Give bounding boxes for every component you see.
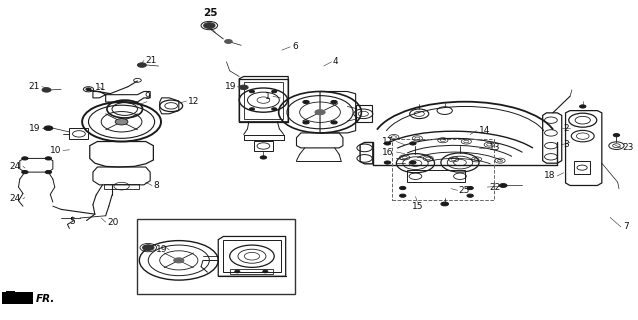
Circle shape — [45, 171, 52, 174]
Circle shape — [303, 121, 309, 124]
Bar — [574, 161, 590, 174]
Circle shape — [225, 40, 232, 44]
Circle shape — [399, 187, 406, 190]
Text: 13: 13 — [489, 143, 501, 152]
Bar — [355, 105, 371, 123]
Text: 1: 1 — [265, 92, 271, 101]
Circle shape — [399, 194, 406, 197]
Bar — [406, 170, 465, 182]
Circle shape — [263, 270, 268, 273]
Circle shape — [86, 88, 91, 91]
Text: 25: 25 — [204, 8, 218, 18]
Circle shape — [22, 157, 28, 160]
Text: FR.: FR. — [36, 293, 55, 304]
Text: 10: 10 — [50, 146, 61, 155]
Text: 23: 23 — [623, 143, 634, 152]
Bar — [392, 139, 494, 200]
Bar — [137, 219, 295, 294]
Circle shape — [384, 142, 390, 145]
Circle shape — [142, 245, 154, 251]
Text: 25: 25 — [459, 186, 470, 195]
Circle shape — [137, 63, 146, 67]
Circle shape — [249, 108, 255, 110]
Text: 2: 2 — [563, 124, 569, 132]
Circle shape — [410, 161, 416, 164]
Circle shape — [272, 108, 277, 110]
Text: 19: 19 — [156, 245, 167, 254]
Bar — [223, 240, 281, 272]
Text: 21: 21 — [145, 56, 157, 65]
Circle shape — [331, 121, 338, 124]
Circle shape — [467, 187, 473, 190]
Circle shape — [331, 100, 338, 104]
Text: 11: 11 — [95, 83, 107, 92]
Text: 5: 5 — [69, 217, 75, 226]
Circle shape — [249, 90, 255, 93]
Text: 19: 19 — [29, 124, 40, 132]
Text: 8: 8 — [153, 181, 159, 190]
Circle shape — [315, 110, 325, 115]
Bar — [2, 292, 33, 304]
Bar — [254, 141, 273, 151]
Text: 3: 3 — [563, 140, 569, 149]
Circle shape — [44, 126, 53, 130]
Circle shape — [613, 133, 619, 137]
Text: 15: 15 — [412, 202, 423, 211]
Text: 22: 22 — [489, 183, 500, 192]
Circle shape — [22, 171, 28, 174]
Text: 12: 12 — [188, 97, 200, 106]
Text: 4: 4 — [333, 57, 338, 66]
Circle shape — [410, 142, 416, 145]
Circle shape — [204, 23, 215, 28]
Bar — [244, 82, 283, 119]
Text: 24: 24 — [10, 162, 21, 171]
Text: 14: 14 — [479, 126, 491, 135]
Circle shape — [384, 161, 390, 164]
Bar — [70, 128, 89, 139]
Text: 21: 21 — [29, 82, 40, 91]
Text: 9: 9 — [144, 92, 150, 101]
Text: 20: 20 — [108, 218, 119, 227]
Circle shape — [579, 105, 586, 108]
Circle shape — [272, 90, 277, 93]
Circle shape — [500, 184, 507, 188]
Circle shape — [235, 270, 240, 273]
Text: 17: 17 — [382, 137, 394, 146]
Circle shape — [115, 119, 128, 125]
Circle shape — [303, 100, 309, 104]
Circle shape — [441, 202, 449, 206]
Text: 7: 7 — [623, 222, 628, 231]
Circle shape — [174, 258, 184, 263]
Bar — [230, 269, 273, 274]
Text: 24: 24 — [10, 194, 21, 204]
Circle shape — [42, 88, 51, 92]
Text: 19: 19 — [225, 82, 236, 91]
Bar — [104, 184, 138, 189]
Text: 16: 16 — [382, 148, 394, 156]
Circle shape — [467, 194, 473, 197]
Text: 6: 6 — [292, 42, 298, 52]
Polygon shape — [6, 291, 15, 300]
Circle shape — [45, 157, 52, 160]
Circle shape — [260, 156, 267, 159]
Text: 18: 18 — [544, 172, 556, 180]
Circle shape — [239, 85, 248, 90]
